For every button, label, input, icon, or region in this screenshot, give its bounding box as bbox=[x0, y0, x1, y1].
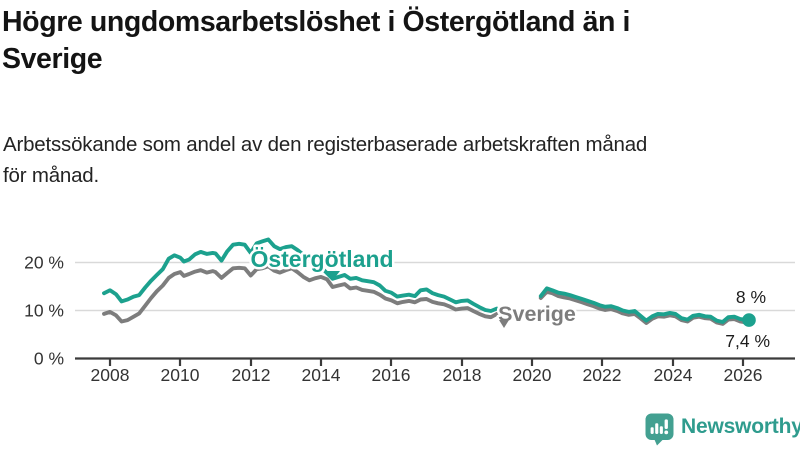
y-tick-label-20: 20 % bbox=[24, 253, 64, 273]
newsworthy-logo-text: Newsworthy bbox=[681, 415, 800, 438]
series-label-sverige: Sverige bbox=[498, 302, 576, 326]
chart-title-line-1: Högre ungdomsarbetslöshet i Östergötland… bbox=[2, 6, 631, 38]
series-lines bbox=[102, 237, 756, 327]
series-line-stergtland bbox=[102, 237, 756, 327]
x-tick-label: 2020 bbox=[513, 365, 552, 385]
grid-lines bbox=[75, 261, 795, 312]
newsworthy-logo[interactable]: Newsworthy bbox=[645, 413, 800, 446]
end-value-label-ostergotland: 8 % bbox=[736, 287, 766, 307]
sverige-marker-icon bbox=[499, 320, 509, 328]
x-tick-label: 2010 bbox=[161, 365, 200, 385]
series-label-ostergotland: Östergötland bbox=[250, 246, 393, 272]
ostergotland-marker-icon bbox=[326, 271, 340, 280]
logo-bubble-shape bbox=[645, 413, 674, 440]
x-tick-label: 2014 bbox=[302, 365, 341, 385]
x-tick-label: 2018 bbox=[443, 365, 482, 385]
end-value-label-sverige: 7,4 % bbox=[725, 331, 770, 351]
x-tick-label: 2022 bbox=[583, 365, 622, 385]
x-axis: 2008 2010 2012 2014 2016 2018 2020 2022 … bbox=[75, 357, 795, 385]
x-tick-label: 2026 bbox=[724, 365, 763, 385]
line-segment bbox=[538, 286, 751, 324]
y-tick-label-10: 10 % bbox=[24, 301, 64, 321]
x-tick-label: 2024 bbox=[654, 365, 693, 385]
series-labels: Östergötland Sverige bbox=[248, 244, 578, 329]
x-tick-label: 2008 bbox=[91, 365, 130, 385]
y-axis-labels: 0 % 10 % 20 % bbox=[24, 253, 64, 369]
chart-subtitle: Arbetssökande som andel av den registerb… bbox=[3, 130, 647, 192]
newsworthy-logo-icon bbox=[645, 413, 674, 446]
x-tick-label: 2012 bbox=[232, 365, 271, 385]
line-segment bbox=[102, 237, 499, 313]
latest-point-dot bbox=[742, 313, 756, 327]
logo-bar-chart-icon bbox=[650, 419, 669, 435]
chart-subtitle-line-1: Arbetssökande som andel av den registerb… bbox=[3, 133, 648, 156]
logo-bubble-tail bbox=[654, 438, 664, 446]
end-value-labels: 8 % 7,4 % bbox=[725, 287, 770, 351]
y-tick-label-0: 0 % bbox=[34, 349, 64, 369]
chart-subtitle-line-2: för månad. bbox=[3, 163, 99, 187]
x-tick-label: 2016 bbox=[372, 365, 411, 385]
line-segment bbox=[102, 264, 499, 324]
chart-title: Högre ungdomsarbetslöshet i Östergötland… bbox=[2, 4, 630, 78]
chart-title-line-2: Sverige bbox=[2, 43, 103, 76]
